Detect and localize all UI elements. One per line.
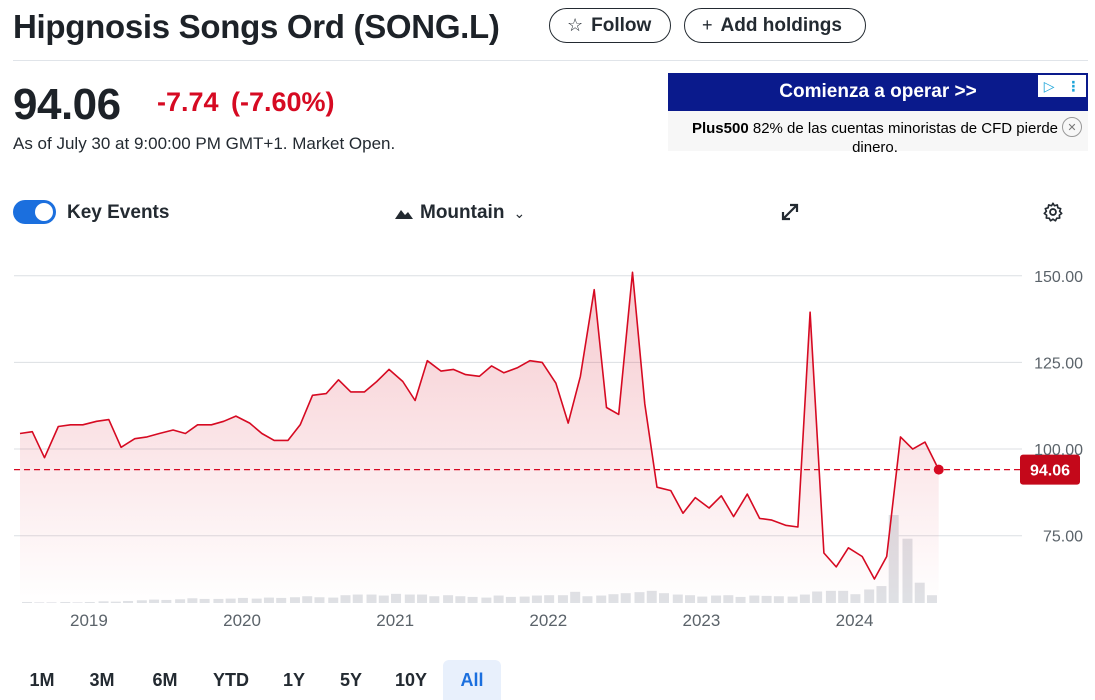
price-chart[interactable]: 94.06 150.00 125.00 100.00 75.00 2019 2020 202… (0, 255, 1095, 635)
price-line (19, 271, 940, 580)
chart-axis-labels: 150.00 125.00 100.00 75.00 2019 2020 2021 2022 2… (70, 269, 1083, 630)
price-area (19, 271, 940, 605)
current-price: 94.06 (13, 80, 121, 129)
range-all[interactable]: All (443, 660, 501, 700)
range-ytd[interactable]: YTD (213, 669, 249, 690)
range-3m[interactable]: 3M (89, 669, 115, 690)
ad-brand: Plus500 (691, 120, 749, 137)
y-tick-label: 75.00 (1043, 529, 1083, 546)
last-price-dot (933, 464, 944, 475)
range-10y[interactable]: 10Y (394, 669, 428, 690)
last-price-line: 94.06 (14, 454, 1080, 485)
range-6m[interactable]: 6M (152, 669, 178, 690)
key-events-label: Key Events (67, 202, 170, 223)
range-1y[interactable]: 1Y (282, 669, 306, 690)
chart-type-select[interactable]: Mountain ⌄ (395, 202, 525, 224)
range-1m[interactable]: 1M (29, 669, 55, 690)
x-tick-label: 2019 (70, 611, 108, 630)
add-holdings-label: Add holdings (720, 14, 842, 36)
y-tick-label: 150.00 (1034, 269, 1083, 286)
follow-button[interactable]: ☆ Follow (549, 8, 671, 43)
chart-type-label: Mountain (420, 202, 505, 223)
x-tick-label: 2024 (836, 611, 874, 630)
x-tick-label: 2022 (529, 611, 567, 630)
price-area-fill (20, 272, 939, 605)
more-vertical-icon[interactable]: ⋮ (1066, 77, 1081, 94)
ad-disclaimer-text: 82% de las cuentas minoristas de CFD pie… (748, 120, 1059, 156)
chevron-down-icon: ⌄ (513, 204, 526, 221)
gear-icon[interactable] (1042, 201, 1064, 223)
add-holdings-button[interactable]: + Add holdings (684, 8, 866, 43)
mountain-icon (395, 210, 413, 219)
price-change: -7.74 (157, 87, 219, 117)
ad-cta-button[interactable]: Comienza a operar >> (668, 73, 1088, 111)
key-events-toggle[interactable] (13, 200, 56, 224)
price-change-percent: (-7.60%) (231, 87, 335, 117)
expand-icon[interactable] (779, 201, 801, 223)
quote-timestamp: As of July 30 at 9:00:00 PM GMT+1. Marke… (13, 134, 396, 153)
follow-label: Follow (591, 14, 652, 36)
last-price-tag (1020, 454, 1080, 485)
last-price-tag-label: 94.06 (1030, 463, 1070, 480)
header-divider (13, 60, 1088, 61)
y-tick-label: 125.00 (1034, 355, 1083, 372)
ad-disclaimer: Plus500 82% de las cuentas minoristas de… (670, 119, 1080, 157)
page-title: Hipgnosis Songs Ord (SONG.L) (13, 8, 500, 45)
x-tick-label: 2023 (682, 611, 720, 630)
star-icon: ☆ (567, 15, 584, 35)
plus-icon: + (702, 15, 713, 35)
adchoices-icon[interactable]: ▷ (1043, 77, 1055, 94)
ad-banner[interactable]: Comienza a operar >> ▷ ⋮ Plus500 82% de … (668, 73, 1088, 156)
toggle-knob (35, 203, 53, 221)
y-tick-label: 100.00 (1034, 442, 1083, 459)
ad-choices[interactable]: ▷ ⋮ (1038, 75, 1086, 97)
range-5y[interactable]: 5Y (339, 669, 363, 690)
x-tick-label: 2021 (376, 611, 414, 630)
ad-close-icon[interactable]: ✕ (1062, 117, 1082, 137)
x-tick-label: 2020 (223, 611, 261, 630)
time-range-selector[interactable]: 1M 3M 6M YTD 1Y 5Y 10Y All (13, 660, 501, 700)
